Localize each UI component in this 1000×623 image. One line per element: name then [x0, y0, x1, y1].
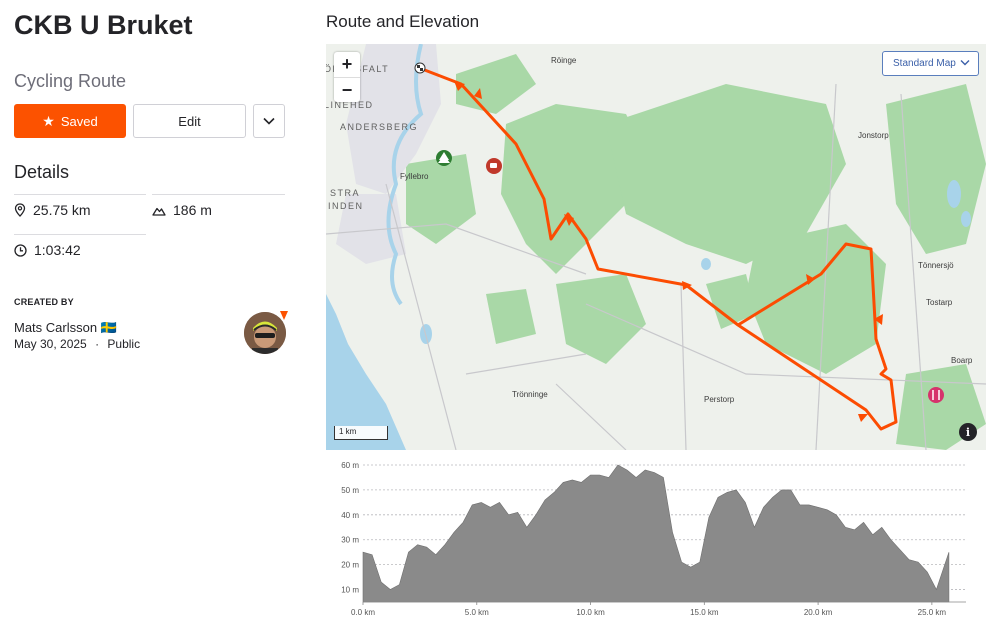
x-tick-label: 5.0 km [465, 608, 489, 617]
divider [14, 234, 146, 235]
more-options-button[interactable] [253, 104, 285, 138]
route-title: CKB U Bruket [14, 10, 193, 40]
forest-areas [406, 54, 986, 450]
created-by-heading: CREATED BY [14, 297, 74, 307]
cafe-poi-icon [486, 158, 502, 174]
elevation-icon [152, 207, 166, 216]
y-tick-label: 40 m [341, 511, 359, 520]
y-tick-label: 50 m [341, 486, 359, 495]
clock-icon [14, 243, 27, 257]
subscriber-badge-icon [280, 311, 288, 320]
place-label: INDEN [328, 201, 364, 211]
route-type: Cycling Route [14, 71, 127, 91]
sea [326, 294, 406, 450]
edit-button[interactable]: Edit [133, 104, 246, 138]
saved-button[interactable]: ★ Saved [14, 104, 126, 138]
route-meta: May 30, 2025 · Public [14, 337, 140, 351]
y-tick-label: 10 m [341, 586, 359, 595]
y-tick-label: 30 m [341, 536, 359, 545]
place-label: ANDERSBERG [340, 122, 419, 132]
place-label: STRA [330, 188, 361, 198]
route-map[interactable]: ÖRAVSFALT Röinge LINEHED ANDERSBERG Fyll… [326, 44, 986, 450]
river [386, 44, 424, 306]
map-canvas [326, 44, 986, 450]
meta-separator: · [95, 337, 100, 351]
route-direction-arrows [454, 81, 883, 422]
place-label: Fyllebro [400, 172, 429, 181]
place-label: Tostarp [926, 298, 953, 307]
map-style-label: Standard Map [893, 58, 956, 69]
map-style-select[interactable]: Standard Map [882, 51, 979, 76]
x-tick-label: 20.0 km [804, 608, 833, 617]
x-tick-label: 0.0 km [351, 608, 375, 617]
star-icon: ★ [42, 112, 55, 129]
duration-value: 1:03:42 [34, 242, 81, 258]
place-label: Tönnersjö [918, 261, 954, 270]
location-pin-icon [14, 203, 26, 217]
place-label: LINEHED [326, 100, 374, 110]
elevation-stat: 186 m [152, 202, 212, 218]
park-poi-icon [436, 150, 452, 166]
created-date: May 30, 2025 [14, 337, 87, 351]
y-tick-label: 60 m [341, 461, 359, 470]
zoom-out-button[interactable]: − [341, 80, 353, 100]
roads [326, 83, 986, 450]
place-label: Röinge [551, 56, 577, 65]
section-title: Route and Elevation [326, 12, 480, 31]
divider [334, 77, 360, 78]
place-label: Perstorp [704, 395, 735, 404]
divider [14, 194, 146, 195]
elevation-gain-value: 186 m [173, 202, 212, 218]
divider [152, 194, 285, 195]
place-label: Trönninge [512, 390, 548, 399]
restaurant-poi-icon [928, 387, 944, 403]
distance-value: 25.75 km [33, 202, 91, 218]
map-info-button[interactable]: i [959, 423, 977, 441]
lakes [420, 180, 971, 344]
distance-stat: 25.75 km [14, 202, 91, 218]
action-buttons: ★ Saved Edit [14, 104, 286, 138]
place-label: Jonstorp [858, 131, 889, 140]
details-heading: Details [14, 162, 70, 182]
map-scale: 1 km [334, 426, 388, 440]
elevation-profile[interactable]: 10 m 20 m 30 m 40 m 50 m 60 m 0.0 km 5.0 km 10.0… [326, 457, 986, 623]
x-tick-label: 15.0 km [690, 608, 719, 617]
zoom-in-button[interactable]: + [341, 54, 353, 74]
y-tick-label: 20 m [341, 561, 359, 570]
x-tick-label: 10.0 km [576, 608, 605, 617]
route-line [420, 67, 898, 431]
start-flag-icon [414, 62, 426, 74]
saved-button-label: Saved [60, 113, 98, 129]
place-label: Boarp [951, 356, 973, 365]
elevation-area [362, 464, 950, 603]
zoom-control: + − [334, 52, 360, 102]
avatar-image [244, 312, 286, 354]
visibility: Public [107, 337, 141, 351]
chevron-down-icon [263, 117, 275, 125]
avatar[interactable] [244, 312, 286, 354]
duration-stat: 1:03:42 [14, 242, 81, 258]
x-tick-label: 25.0 km [918, 608, 947, 617]
creator-name[interactable]: Mats Carlsson 🇸🇪 [14, 320, 117, 335]
chevron-down-icon [960, 60, 970, 66]
